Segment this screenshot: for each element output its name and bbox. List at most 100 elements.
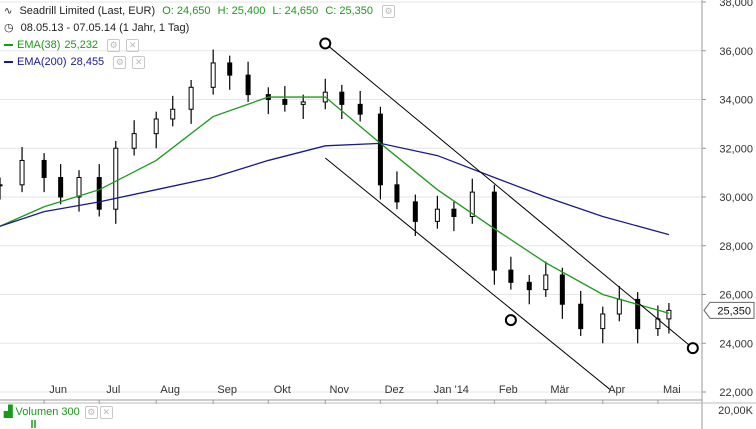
ema200-close-icon[interactable]: ✕: [132, 55, 146, 69]
date-range: 08.05.13 - 07.05.14 (1 Jahr, 1 Tag): [20, 22, 190, 34]
high-value: H: 25,400: [217, 5, 266, 17]
volume-icon: ▟: [4, 406, 13, 418]
price-bar-body: [508, 269, 514, 283]
low-value: L: 24,650: [272, 5, 319, 17]
price-bar-body: [526, 281, 532, 291]
chart-header: ∿ Seadrill Limited (Last, EUR) O: 24,650…: [4, 4, 399, 19]
y-tick-label: 30,000: [719, 192, 753, 204]
price-bar-body: [451, 208, 457, 217]
price-bar-body: [282, 99, 288, 105]
ema38-swatch: [4, 44, 13, 47]
price-bar-body: [559, 274, 565, 305]
ema200-value: 28,455: [70, 56, 105, 68]
price-bar-body: [96, 177, 102, 210]
instrument-name: Seadrill Limited (Last, EUR): [19, 5, 156, 17]
last-price-box: [703, 301, 755, 319]
ema200-swatch: [4, 61, 13, 64]
x-tick-label: Jan '14: [434, 384, 469, 396]
channel-handle[interactable]: [319, 37, 332, 50]
price-bar-body: [170, 108, 176, 120]
x-tick-label: Mai: [663, 384, 681, 396]
y-tick-label: 28,000: [719, 241, 753, 253]
price-bar-body: [227, 62, 233, 76]
ema38-close-icon[interactable]: ✕: [126, 38, 140, 52]
y-tick-label: 26,000: [719, 290, 753, 302]
price-bar-body: [339, 91, 345, 105]
x-tick-label: Feb: [499, 384, 518, 396]
price-bar-body: [491, 191, 497, 271]
x-tick-label: Sep: [217, 384, 237, 396]
price-bar-body: [469, 191, 475, 217]
price-bar-body: [300, 101, 306, 105]
price-bar-body: [188, 86, 194, 110]
price-bar-body: [635, 298, 641, 330]
indicator-lines: [0, 96, 670, 314]
chart-type-icon[interactable]: ∿: [4, 6, 13, 17]
price-bar-body: [357, 103, 363, 115]
volume-value: 300: [61, 406, 80, 418]
y-tick-label: 24,000: [719, 338, 753, 350]
channel-handle[interactable]: [504, 314, 517, 327]
price-bar-body: [0, 184, 3, 187]
channel-upper-line[interactable]: [324, 43, 694, 349]
y-axis: 22,000 24,000 26,000 28,000 30,000 32,000 34,0…: [701, 0, 753, 429]
price-bar-body: [377, 113, 383, 186]
price-bars: [0, 49, 672, 344]
volume-axis-label: 20,00K: [718, 405, 754, 417]
clock-icon: ◷: [4, 22, 14, 34]
price-bar-body: [616, 298, 622, 315]
price-bar-body: [41, 159, 47, 178]
price-bar-body: [578, 303, 584, 330]
y-tick-label: 38,000: [719, 0, 753, 9]
last-price-label: 25,350: [717, 305, 751, 317]
volume-label: Volumen: [15, 406, 59, 418]
x-tick-label: Aug: [160, 384, 180, 396]
ema38-line: [0, 96, 670, 314]
settings-icon[interactable]: ⚙: [382, 4, 396, 18]
ema200-settings-icon[interactable]: ⚙: [113, 55, 127, 69]
y-tick-label: 36,000: [719, 46, 753, 58]
ema200-line: [0, 142, 670, 236]
volume-settings-icon[interactable]: ⚙: [84, 405, 98, 419]
x-tick-label: Jul: [106, 384, 120, 396]
trend-channel: [319, 37, 699, 390]
price-bar-body: [543, 274, 549, 291]
close-value: C: 25,350: [325, 5, 374, 17]
price-bar-body: [153, 118, 159, 135]
price-bar-body: [412, 201, 418, 222]
price-bar-body: [600, 313, 606, 330]
ema38-legend: EMA(38) 25,232 ⚙ ✕: [4, 38, 143, 52]
x-tick-label: Apr: [608, 384, 625, 396]
channel-lower-line[interactable]: [324, 157, 611, 390]
price-bar-body: [131, 133, 137, 149]
price-bar-body: [210, 62, 216, 88]
volume-close-icon[interactable]: ✕: [99, 405, 113, 419]
x-tick-label: Dez: [385, 384, 405, 396]
range-row: ◷ 08.05.13 - 07.05.14 (1 Jahr, 1 Tag): [4, 21, 193, 35]
x-tick-label: Okt: [274, 384, 291, 396]
x-tick-label: Nov: [329, 384, 349, 396]
channel-handle[interactable]: [686, 342, 699, 355]
y-tick-label: 34,000: [719, 95, 753, 107]
x-tick-label: Jun: [49, 384, 67, 396]
y-tick-label: 32,000: [719, 143, 753, 155]
volume-axis: 20,00K: [0, 402, 756, 428]
ema38-settings-icon[interactable]: ⚙: [107, 38, 121, 52]
price-bar-body: [19, 159, 25, 186]
ema38-label: EMA(38): [17, 39, 61, 51]
price-bar-body: [58, 177, 64, 198]
y-tick-label: 22,000: [719, 387, 753, 399]
price-bar-body: [394, 184, 400, 203]
x-tick-label: Mär: [550, 384, 569, 396]
ema200-label: EMA(200): [17, 56, 67, 68]
price-bar-body: [76, 177, 82, 198]
open-value: O: 24,650: [162, 5, 211, 17]
price-bar-body: [245, 74, 251, 96]
ema38-value: 25,232: [64, 39, 99, 51]
price-bar-body: [434, 208, 440, 222]
price-bar-body: [113, 147, 119, 210]
price-bar-body: [666, 309, 672, 320]
ema200-legend: EMA(200) 28,455 ⚙ ✕: [4, 55, 149, 69]
last-price-marker: 25,350: [703, 301, 755, 319]
